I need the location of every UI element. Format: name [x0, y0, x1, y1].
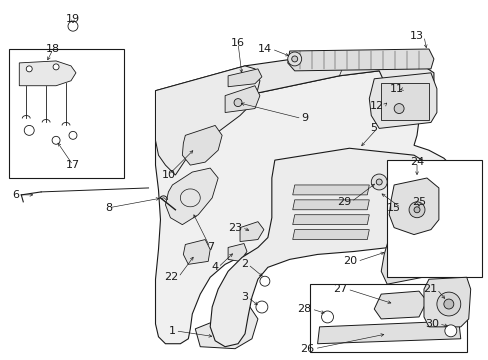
Polygon shape [155, 71, 456, 344]
Polygon shape [373, 291, 426, 319]
Polygon shape [19, 61, 76, 86]
Text: 17: 17 [66, 160, 80, 170]
Text: 1: 1 [168, 326, 175, 336]
Text: 3: 3 [241, 292, 247, 302]
Circle shape [24, 125, 34, 135]
Polygon shape [240, 222, 264, 242]
Polygon shape [388, 178, 438, 235]
Circle shape [393, 104, 403, 113]
Circle shape [287, 52, 301, 66]
Text: 8: 8 [105, 203, 112, 213]
Bar [9, 49, 123, 178]
Text: 26: 26 [300, 344, 314, 354]
Text: 15: 15 [386, 203, 400, 213]
Text: 9: 9 [301, 113, 308, 123]
Polygon shape [227, 69, 262, 87]
Text: 24: 24 [409, 157, 423, 167]
Circle shape [375, 179, 382, 185]
Bar [386, 160, 481, 277]
Polygon shape [210, 148, 446, 347]
Polygon shape [381, 225, 460, 284]
Bar [381, 83, 428, 121]
Circle shape [321, 311, 333, 323]
Polygon shape [287, 49, 433, 71]
Text: 2: 2 [241, 259, 247, 269]
Polygon shape [155, 66, 260, 175]
Text: 28: 28 [297, 304, 311, 314]
Polygon shape [224, 86, 260, 113]
Text: 7: 7 [206, 243, 213, 252]
Polygon shape [423, 277, 470, 327]
Circle shape [291, 56, 297, 62]
Text: 10: 10 [161, 170, 175, 180]
Circle shape [255, 301, 267, 313]
Text: 23: 23 [227, 222, 242, 233]
Circle shape [53, 64, 59, 70]
Polygon shape [183, 239, 210, 264]
Circle shape [260, 276, 269, 286]
Polygon shape [292, 215, 368, 225]
Bar [309, 284, 466, 352]
Polygon shape [155, 51, 433, 125]
Text: 30: 30 [424, 319, 438, 329]
Polygon shape [182, 125, 222, 165]
Circle shape [436, 292, 460, 316]
Text: 12: 12 [369, 100, 384, 111]
Circle shape [69, 131, 77, 139]
Polygon shape [317, 321, 460, 344]
Text: 16: 16 [230, 38, 244, 48]
Polygon shape [195, 307, 257, 349]
Circle shape [52, 136, 60, 144]
Circle shape [234, 99, 242, 107]
Polygon shape [292, 200, 368, 210]
Text: 14: 14 [257, 44, 271, 54]
Circle shape [68, 21, 78, 31]
Text: 29: 29 [336, 197, 351, 207]
Circle shape [413, 207, 419, 213]
Circle shape [443, 299, 453, 309]
Circle shape [370, 174, 386, 190]
Text: 11: 11 [389, 84, 403, 94]
Text: 5: 5 [369, 123, 376, 134]
Text: 13: 13 [409, 31, 423, 41]
Circle shape [408, 202, 424, 218]
Text: 20: 20 [343, 256, 357, 266]
Circle shape [444, 325, 456, 337]
Text: 6: 6 [12, 190, 19, 200]
Text: 27: 27 [332, 284, 346, 294]
Polygon shape [368, 73, 436, 129]
Text: 21: 21 [422, 284, 436, 294]
Circle shape [26, 66, 32, 72]
Polygon shape [292, 185, 368, 195]
Text: 19: 19 [66, 14, 80, 24]
Text: 25: 25 [411, 197, 425, 207]
Polygon shape [292, 230, 368, 239]
Polygon shape [227, 243, 246, 261]
Text: 18: 18 [46, 44, 60, 54]
Text: 4: 4 [211, 262, 218, 272]
Text: 22: 22 [164, 272, 178, 282]
Polygon shape [165, 168, 218, 225]
